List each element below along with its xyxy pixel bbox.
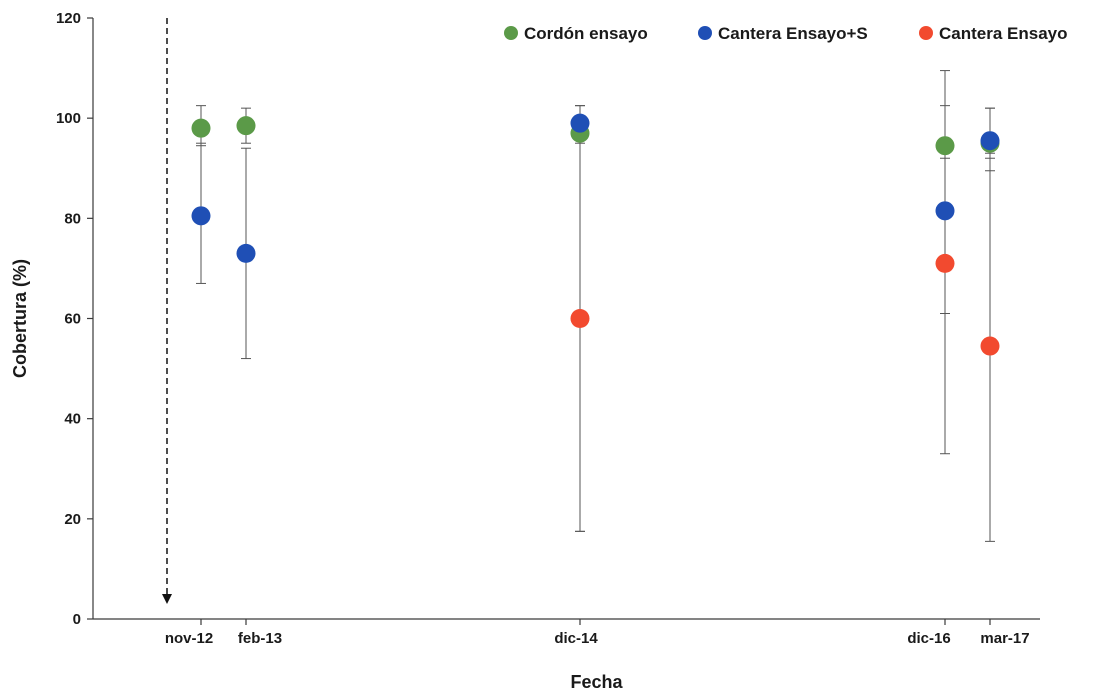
x-ticks: nov-12 feb-13 dic-14 dic-16 mar-17 — [165, 619, 1030, 647]
data-point — [570, 309, 590, 328]
data-point — [980, 131, 1000, 151]
y-tick-label: 120 — [56, 10, 81, 27]
y-tick-label: 60 — [64, 311, 81, 328]
x-tick-label: mar-17 — [980, 630, 1029, 647]
y-tick-label: 100 — [56, 110, 81, 127]
annotation-arrow-head — [162, 594, 172, 604]
legend-label: Cantera Ensayo — [939, 24, 1068, 43]
x-tick-label: dic-16 — [907, 630, 950, 647]
legend-label: Cantera Ensayo+S — [718, 24, 868, 43]
axes: 0 20 40 60 80 100 120 nov-12 feb-13 dic-14 dic-16… — [56, 10, 1040, 647]
annotation-arrow — [162, 18, 172, 604]
x-tick-label: feb-13 — [238, 630, 282, 647]
data-point — [191, 206, 211, 226]
y-axis-title: Cobertura (%) — [10, 259, 30, 378]
x-tick-label: dic-14 — [554, 630, 598, 647]
legend-marker — [698, 26, 712, 40]
data-point — [980, 336, 1000, 356]
legend: Cordón ensayo Cantera Ensayo+S Cantera Ens… — [504, 24, 1068, 43]
y-tick-label: 0 — [73, 611, 81, 628]
x-axis-title: Fecha — [570, 672, 623, 692]
data-points — [191, 113, 1000, 356]
data-point — [236, 116, 256, 136]
data-point — [236, 243, 256, 263]
y-tick-label: 40 — [64, 411, 81, 428]
data-point — [935, 201, 955, 221]
legend-marker — [504, 26, 518, 40]
data-point — [935, 136, 955, 156]
x-tick-label: nov-12 — [165, 630, 213, 647]
error-bars — [196, 70, 995, 542]
data-point — [570, 113, 590, 133]
data-point — [935, 253, 955, 273]
legend-marker — [919, 26, 933, 40]
y-ticks: 0 20 40 60 80 100 120 — [56, 10, 93, 628]
data-point — [191, 118, 211, 138]
legend-label: Cordón ensayo — [524, 24, 648, 43]
y-tick-label: 80 — [64, 210, 81, 227]
y-tick-label: 20 — [64, 511, 81, 528]
